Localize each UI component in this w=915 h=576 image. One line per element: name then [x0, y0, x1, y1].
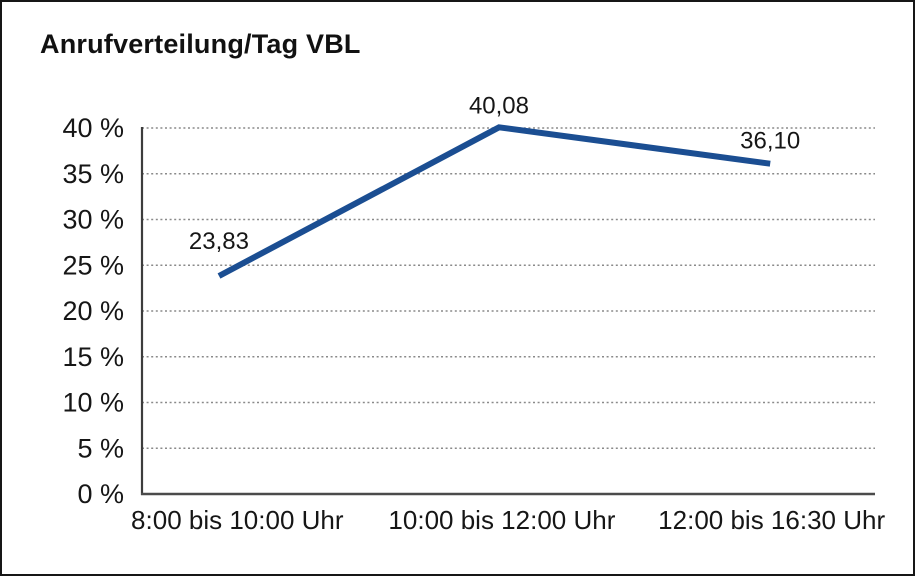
y-tick-label: 20 % — [62, 296, 124, 326]
data-value-label: 23,83 — [189, 228, 249, 255]
x-category-label: 10:00 bis 12:00 Uhr — [388, 505, 615, 535]
x-category-label: 8:00 bis 10:00 Uhr — [131, 505, 344, 535]
data-line — [217, 124, 771, 279]
y-tick-label: 10 % — [62, 388, 124, 418]
y-tick-label: 30 % — [62, 205, 124, 235]
data-value-label: 40,08 — [469, 92, 529, 119]
x-category-label: 12:00 bis 16:30 Uhr — [658, 505, 885, 535]
y-tick-label: 5 % — [77, 433, 124, 463]
data-value-label: 36,10 — [740, 128, 800, 155]
y-tick-label: 15 % — [62, 342, 124, 372]
y-tick-label: 35 % — [62, 159, 124, 189]
chart-title: Anrufverteilung/Tag VBL — [40, 29, 361, 59]
y-tick-label: 25 % — [62, 250, 124, 280]
y-tick-label: 0 % — [77, 479, 124, 509]
y-tick-label: 40 % — [62, 113, 124, 143]
